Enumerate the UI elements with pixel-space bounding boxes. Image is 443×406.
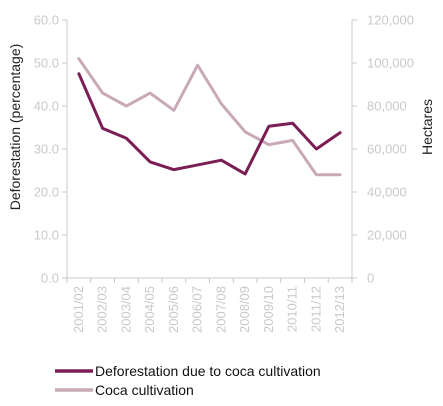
right-axis-title: Hectares: [419, 99, 435, 155]
right-tick-label: 120,000: [367, 13, 414, 28]
right-tick-label: 20,000: [367, 228, 407, 243]
left-tick-label: 30.0: [34, 142, 59, 157]
left-tick-label: 0.0: [41, 271, 59, 286]
x-tick-label: 2004/05: [142, 286, 157, 333]
x-tick-label: 2001/02: [71, 286, 86, 333]
series-line-coca-cultivation: [77, 57, 342, 177]
legend: Deforestation due to coca cultivation Coc…: [55, 363, 321, 398]
legend-label-deforestation: Deforestation due to coca cultivation: [95, 363, 321, 379]
series-line-deforestation: [77, 72, 342, 176]
left-axis-title: Deforestation (percentage): [7, 44, 23, 211]
x-tick-label: 2003/04: [118, 286, 133, 333]
x-axis-ticks: 2001/02 2002/03 2003/04 2004/05 2005/06 2006/…: [66, 278, 353, 333]
right-tick-label: 80,000: [367, 99, 407, 114]
x-tick-label: 2007/08: [213, 286, 228, 333]
series-layer: [77, 57, 342, 177]
x-tick-label: 2010/11: [285, 286, 300, 332]
x-tick-label: 2006/07: [190, 286, 205, 333]
right-tick-label: 0: [367, 271, 374, 286]
left-tick-label: 40.0: [34, 99, 59, 114]
x-tick-label: 2011/12: [308, 286, 323, 332]
right-tick-label: 60,000: [367, 142, 407, 157]
left-tick-label: 60.0: [34, 13, 59, 28]
x-tick-label: 2009/10: [261, 286, 276, 333]
x-tick-label: 2002/03: [95, 286, 110, 333]
left-tick-label: 50.0: [34, 56, 59, 71]
x-tick-label: 2012/13: [332, 286, 347, 333]
right-tick-label: 40,000: [367, 185, 407, 200]
right-tick-label: 100,000: [367, 56, 414, 71]
left-tick-label: 10.0: [34, 228, 59, 243]
x-tick-label: 2008/09: [237, 286, 252, 333]
right-axis-ticks: 0 20,000 40,000 60,000 80,000 100,000 120,000: [352, 13, 414, 286]
left-tick-label: 20.0: [34, 185, 59, 200]
left-axis-ticks: 0.0 10.0 20.0 30.0 40.0 50.0 60.0: [34, 13, 67, 286]
axes: [66, 20, 353, 279]
x-tick-label: 2005/06: [166, 286, 181, 333]
legend-label-coca-cultivation: Coca cultivation: [95, 382, 194, 398]
